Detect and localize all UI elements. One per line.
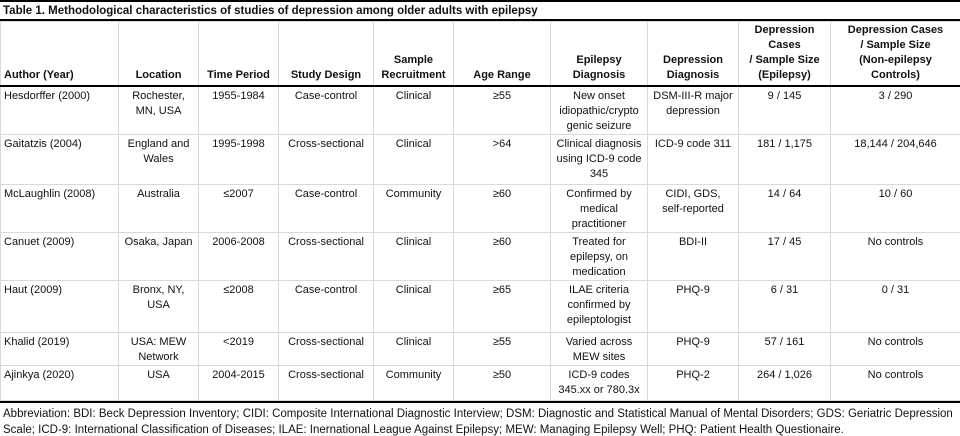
column-header-study-design: Study Design bbox=[278, 21, 374, 87]
cell-author: Ajinkya (2020) bbox=[0, 364, 119, 401]
cell-cases-epilepsy: 6 / 31 bbox=[738, 279, 831, 333]
cell-study-design: Case-control bbox=[278, 279, 374, 333]
cell-sample-recruitment: Clinical bbox=[373, 231, 454, 281]
column-header-sample-recruitment: Sample Recruitment bbox=[373, 21, 454, 87]
cell-study-design: Cross-sectional bbox=[278, 331, 374, 366]
column-header-cases-epilepsy: Depression Cases / Sample Size (Epilepsy… bbox=[738, 21, 831, 87]
column-header-cases-controls: Depression Cases / Sample Size (Non-epil… bbox=[830, 21, 960, 87]
cell-location: England and Wales bbox=[118, 133, 199, 185]
cell-epilepsy-diagnosis: Varied across MEW sites bbox=[550, 331, 648, 366]
cell-cases-epilepsy: 264 / 1,026 bbox=[738, 364, 831, 401]
cell-study-design: Cross-sectional bbox=[278, 231, 374, 281]
column-header-location: Location bbox=[118, 21, 199, 87]
cell-cases-epilepsy: 181 / 1,175 bbox=[738, 133, 831, 185]
cell-age-range: ≥60 bbox=[453, 231, 551, 281]
cell-sample-recruitment: Clinical bbox=[373, 85, 454, 135]
cell-age-range: ≥55 bbox=[453, 85, 551, 135]
cell-epilepsy-diagnosis: ICD-9 codes 345.xx or 780.3x bbox=[550, 364, 648, 401]
cell-depression-diagnosis: DSM-III-R major depression bbox=[647, 85, 739, 135]
cell-time-period: 2004-2015 bbox=[198, 364, 279, 401]
cell-location: USA bbox=[118, 364, 199, 401]
cell-sample-recruitment: Clinical bbox=[373, 133, 454, 185]
cell-time-period: 1995-1998 bbox=[198, 133, 279, 185]
cell-study-design: Cross-sectional bbox=[278, 133, 374, 185]
cell-location: Bronx, NY, USA bbox=[118, 279, 199, 333]
cell-cases-epilepsy: 57 / 161 bbox=[738, 331, 831, 366]
cell-cases-controls: 10 / 60 bbox=[830, 183, 960, 233]
cell-cases-controls: 3 / 290 bbox=[830, 85, 960, 135]
cell-study-design: Cross-sectional bbox=[278, 364, 374, 401]
cell-author: Hesdorffer (2000) bbox=[0, 85, 119, 135]
column-header-epilepsy-diagnosis: Epilepsy Diagnosis bbox=[550, 21, 648, 87]
cell-location: USA: MEW Network bbox=[118, 331, 199, 366]
cell-depression-diagnosis: BDI-II bbox=[647, 231, 739, 281]
table-row: McLaughlin (2008) Australia ≤2007 Case-c… bbox=[0, 183, 960, 233]
cell-age-range: >64 bbox=[453, 133, 551, 185]
cell-author: McLaughlin (2008) bbox=[0, 183, 119, 233]
column-header-age-range: Age Range bbox=[453, 21, 551, 87]
cell-time-period: <2019 bbox=[198, 331, 279, 366]
cell-cases-controls: No controls bbox=[830, 231, 960, 281]
cell-depression-diagnosis: PHQ-9 bbox=[647, 331, 739, 366]
cell-depression-diagnosis: PHQ-9 bbox=[647, 279, 739, 333]
cell-sample-recruitment: Community bbox=[373, 183, 454, 233]
cell-epilepsy-diagnosis: Confirmed by medical practitioner bbox=[550, 183, 648, 233]
cell-time-period: ≤2007 bbox=[198, 183, 279, 233]
studies-table: Author (Year) Location Time Period Study… bbox=[0, 21, 960, 401]
cell-cases-controls: 0 / 31 bbox=[830, 279, 960, 333]
cell-sample-recruitment: Community bbox=[373, 364, 454, 401]
column-header-depression-diagnosis: Depression Diagnosis bbox=[647, 21, 739, 87]
cell-epilepsy-diagnosis: Clinical diagnosis using ICD-9 code 345 bbox=[550, 133, 648, 185]
cell-cases-controls: No controls bbox=[830, 364, 960, 401]
cell-depression-diagnosis: PHQ-2 bbox=[647, 364, 739, 401]
table-row: Haut (2009) Bronx, NY, USA ≤2008 Case-co… bbox=[0, 279, 960, 333]
cell-location: Rochester, MN, USA bbox=[118, 85, 199, 135]
cell-time-period: 1955-1984 bbox=[198, 85, 279, 135]
table-row: Canuet (2009) Osaka, Japan 2006-2008 Cro… bbox=[0, 231, 960, 281]
cell-sample-recruitment: Clinical bbox=[373, 331, 454, 366]
cell-age-range: ≥55 bbox=[453, 331, 551, 366]
abbreviations-footnote: Abbreviation: BDI: Beck Depression Inven… bbox=[0, 400, 960, 436]
cell-cases-epilepsy: 17 / 45 bbox=[738, 231, 831, 281]
cell-cases-epilepsy: 14 / 64 bbox=[738, 183, 831, 233]
header-row: Author (Year) Location Time Period Study… bbox=[0, 21, 960, 87]
cell-time-period: 2006-2008 bbox=[198, 231, 279, 281]
cell-age-range: ≥65 bbox=[453, 279, 551, 333]
cell-time-period: ≤2008 bbox=[198, 279, 279, 333]
cell-study-design: Case-control bbox=[278, 183, 374, 233]
cell-author: Khalid (2019) bbox=[0, 331, 119, 366]
cell-cases-controls: 18,144 / 204,646 bbox=[830, 133, 960, 185]
cell-cases-epilepsy: 9 / 145 bbox=[738, 85, 831, 135]
cell-epilepsy-diagnosis: New onset idiopathic/crypto genic seizur… bbox=[550, 85, 648, 135]
table-title: Table 1. Methodological characteristics … bbox=[0, 0, 960, 21]
table-row: Hesdorffer (2000) Rochester, MN, USA 195… bbox=[0, 85, 960, 135]
table-row: Khalid (2019) USA: MEW Network <2019 Cro… bbox=[0, 331, 960, 366]
column-header-time-period: Time Period bbox=[198, 21, 279, 87]
cell-location: Australia bbox=[118, 183, 199, 233]
cell-author: Haut (2009) bbox=[0, 279, 119, 333]
cell-epilepsy-diagnosis: ILAE criteria confirmed by epileptologis… bbox=[550, 279, 648, 333]
cell-epilepsy-diagnosis: Treated for epilepsy, on medication bbox=[550, 231, 648, 281]
table-row: Gaitatzis (2004) England and Wales 1995-… bbox=[0, 133, 960, 185]
cell-age-range: ≥50 bbox=[453, 364, 551, 401]
cell-age-range: ≥60 bbox=[453, 183, 551, 233]
cell-depression-diagnosis: ICD-9 code 311 bbox=[647, 133, 739, 185]
cell-author: Gaitatzis (2004) bbox=[0, 133, 119, 185]
cell-sample-recruitment: Clinical bbox=[373, 279, 454, 333]
cell-cases-controls: No controls bbox=[830, 331, 960, 366]
cell-location: Osaka, Japan bbox=[118, 231, 199, 281]
cell-study-design: Case-control bbox=[278, 85, 374, 135]
cell-author: Canuet (2009) bbox=[0, 231, 119, 281]
table-row: Ajinkya (2020) USA 2004-2015 Cross-secti… bbox=[0, 364, 960, 401]
column-header-author: Author (Year) bbox=[0, 21, 119, 87]
cell-depression-diagnosis: CIDI, GDS, self-reported bbox=[647, 183, 739, 233]
